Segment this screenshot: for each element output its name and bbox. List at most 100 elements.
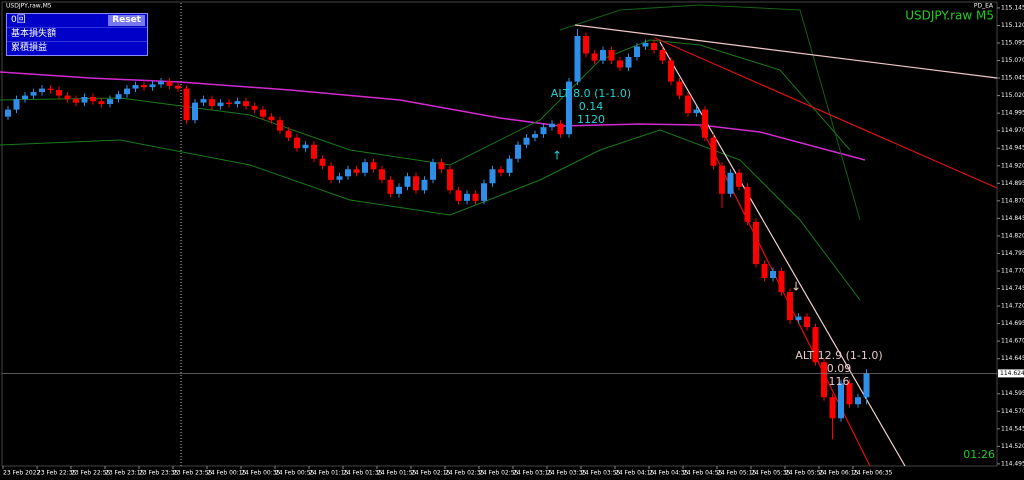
candle-body xyxy=(804,316,810,328)
candle-body xyxy=(719,165,725,194)
annotation: 116 xyxy=(829,375,850,388)
candle-body xyxy=(387,179,394,194)
y-tick-label: 114.870 xyxy=(1001,197,1024,204)
candle-body xyxy=(217,102,224,107)
y-tick-label: 114.945 xyxy=(1001,145,1024,152)
x-tick-label: 24 Feb 06:15 xyxy=(819,470,859,477)
candle-body xyxy=(557,123,564,135)
annotation: ALT 8.0 (1-1.0) xyxy=(551,87,631,100)
x-tick-label: 24 Feb 02:55 xyxy=(479,470,519,477)
current-price-label: 114.624 xyxy=(1000,370,1024,377)
plot-frame xyxy=(1,1,998,467)
panel-row: 0回 Reset xyxy=(7,14,147,28)
candle-body xyxy=(421,179,428,191)
ea-panel: 0回 Reset 基本損失額 累積損益 xyxy=(6,13,148,56)
candle-body xyxy=(447,169,453,191)
trend-line xyxy=(659,41,906,467)
candle-body xyxy=(863,373,870,398)
candle-body xyxy=(90,97,96,102)
x-tick-label: 24 Feb 00:35 xyxy=(241,470,281,477)
x-tick-label: 24 Feb 04:15 xyxy=(615,470,655,477)
y-tick-label: 114.895 xyxy=(1001,180,1024,187)
y-tick-label: 114.645 xyxy=(1001,355,1024,362)
candle-body xyxy=(345,169,351,177)
y-tick-label: 115.020 xyxy=(1001,92,1024,99)
candle-body xyxy=(812,327,819,363)
x-tick-label: 24 Feb 03:55 xyxy=(581,470,621,477)
candle-body xyxy=(523,137,530,145)
candle-body xyxy=(549,123,555,128)
y-tick-label: 115.120 xyxy=(1001,22,1024,29)
candle-body xyxy=(183,88,190,121)
up-arrow: ↑ xyxy=(552,149,562,163)
band-upper xyxy=(0,39,851,166)
trend-line xyxy=(654,37,998,189)
candle-body xyxy=(200,99,207,103)
timer: 01:26 xyxy=(963,448,995,461)
candle-body xyxy=(268,116,275,121)
candle-body xyxy=(158,81,164,85)
candle-body xyxy=(319,158,326,166)
candle-body xyxy=(532,134,538,138)
x-tick-label: 23 Feb 22:55 xyxy=(71,470,111,477)
x-tick-label: 24 Feb 01:55 xyxy=(377,470,417,477)
annotation: 0.09 xyxy=(827,362,852,375)
candle-body xyxy=(829,397,836,419)
panel-row: 基本損失額 xyxy=(7,28,147,42)
x-tick-label: 24 Feb 05:55 xyxy=(785,470,825,477)
trend-line xyxy=(699,124,871,467)
candle-body xyxy=(481,183,487,201)
x-tick-label: 23 Feb 2022 xyxy=(3,470,41,477)
candle-body xyxy=(260,109,266,117)
candle-body xyxy=(175,85,181,89)
candle-body xyxy=(285,130,292,138)
candle-body xyxy=(710,137,717,166)
y-tick-label: 115.070 xyxy=(1001,57,1024,64)
reset-button[interactable]: Reset xyxy=(108,15,145,26)
candle-body xyxy=(209,99,215,107)
candle-body xyxy=(64,95,71,100)
candle-body xyxy=(472,193,479,201)
candle-body xyxy=(47,88,54,90)
y-tick-label: 115.095 xyxy=(1001,39,1024,46)
x-tick-label: 23 Feb 23:35 xyxy=(139,470,179,477)
candle-body xyxy=(498,169,504,173)
candle-body xyxy=(81,97,88,103)
candle-body xyxy=(668,60,674,82)
candle-body xyxy=(846,383,853,405)
moving-average xyxy=(0,71,866,161)
candle-body xyxy=(583,35,589,54)
candle-body xyxy=(379,169,385,180)
y-tick-label: 115.045 xyxy=(1001,75,1024,82)
candle-body xyxy=(515,144,521,159)
candle-body xyxy=(770,270,776,278)
x-tick-label: 24 Feb 04:55 xyxy=(683,470,723,477)
y-tick-label: 114.695 xyxy=(1001,320,1024,327)
candle-body xyxy=(464,193,470,201)
candle-body xyxy=(795,316,802,321)
candle-body xyxy=(455,190,462,201)
x-tick-label: 24 Feb 02:35 xyxy=(445,470,485,477)
y-tick-label: 114.545 xyxy=(1001,425,1024,432)
candle-body xyxy=(753,221,759,264)
x-tick-label: 24 Feb 03:35 xyxy=(547,470,587,477)
panel-label: 0回 xyxy=(11,15,26,25)
candle-body xyxy=(56,89,62,96)
annotation: 0.14 xyxy=(579,100,604,113)
candle-body xyxy=(855,397,861,405)
candle-body xyxy=(362,162,368,173)
annotation: 1120 xyxy=(577,113,605,126)
y-tick-label: 114.970 xyxy=(1001,127,1024,134)
candle-body xyxy=(39,88,45,93)
candle-body xyxy=(311,144,317,159)
candle-body xyxy=(744,186,751,222)
candle-body xyxy=(132,85,139,89)
candle-body xyxy=(226,102,232,105)
candle-body xyxy=(251,106,258,110)
candle-body xyxy=(413,176,419,191)
x-tick-label: 24 Feb 00:15 xyxy=(207,470,247,477)
candle-body xyxy=(22,95,28,100)
y-tick-label: 114.995 xyxy=(1001,110,1024,117)
x-tick-label: 23 Feb 22:35 xyxy=(37,470,77,477)
